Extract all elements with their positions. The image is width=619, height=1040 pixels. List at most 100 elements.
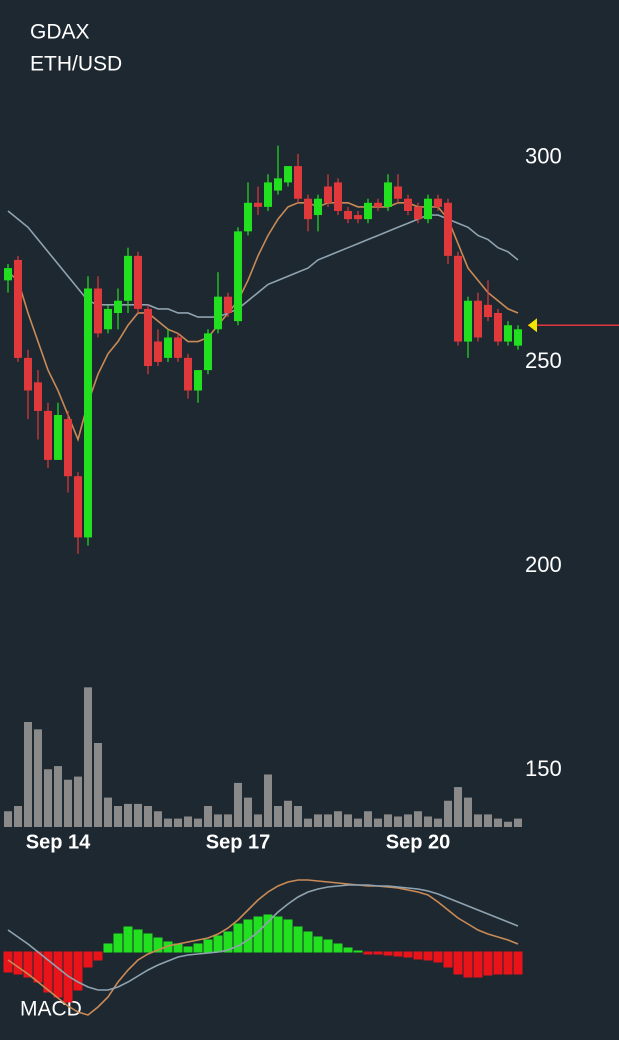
macd-bar <box>363 951 373 955</box>
volume-bar <box>244 797 252 827</box>
volume-bar <box>214 814 222 827</box>
candle-body <box>14 259 22 358</box>
macd-bar <box>423 951 433 961</box>
volume-bar <box>174 818 182 827</box>
macd-bar <box>83 951 93 968</box>
candle-body <box>74 476 82 538</box>
volume-bar <box>274 806 282 827</box>
volume-bar <box>44 769 52 827</box>
volume-bar <box>114 806 122 827</box>
candle-body <box>24 357 32 391</box>
y-tick-label: 200 <box>525 552 562 577</box>
volume-bar <box>364 811 372 827</box>
macd-bar <box>303 931 313 953</box>
exchange-label: GDAX <box>30 21 90 44</box>
macd-bar <box>63 951 73 1003</box>
macd-bar <box>153 937 163 953</box>
candle-body <box>364 202 372 220</box>
volume-bar <box>344 814 352 827</box>
macd-bar <box>343 947 353 953</box>
x-tick-label: Sep 20 <box>386 831 450 853</box>
candle-body <box>174 337 182 358</box>
volume-bar <box>374 818 382 827</box>
candle-body <box>244 202 252 232</box>
volume-bar <box>444 800 452 827</box>
candle-body <box>514 329 522 346</box>
candle-body <box>444 202 452 256</box>
candle-body <box>134 255 142 309</box>
macd-bar <box>353 950 363 953</box>
macd-bar <box>103 943 113 953</box>
pair-label: ETH/USD <box>30 53 122 76</box>
macd-bar <box>243 919 253 953</box>
candle-body <box>394 186 402 199</box>
candle-body <box>434 198 442 207</box>
volume-bar <box>404 814 412 827</box>
candle-body <box>4 268 12 281</box>
macd-bar <box>193 943 203 953</box>
macd-bar <box>93 951 103 961</box>
volume-bar <box>204 806 212 827</box>
macd-bar <box>473 951 483 978</box>
y-tick-label: 300 <box>525 144 562 169</box>
candle-body <box>64 419 72 477</box>
macd-bar <box>53 951 63 998</box>
x-tick-label: Sep 17 <box>206 831 270 853</box>
volume-bar <box>284 800 292 827</box>
macd-bar <box>493 951 503 975</box>
candle-body <box>464 300 472 342</box>
volume-bar <box>14 806 22 827</box>
y-tick-label: 150 <box>525 756 562 781</box>
volume-bar <box>134 803 142 827</box>
macd-bar <box>223 931 233 953</box>
volume-bar <box>354 818 362 827</box>
volume-bar <box>224 814 232 827</box>
candle-body <box>414 206 422 220</box>
macd-bar <box>143 933 153 953</box>
macd-bar <box>203 939 213 953</box>
candle-body <box>284 166 292 183</box>
volume-bar <box>184 816 192 827</box>
macd-bar <box>413 951 423 960</box>
volume-bar <box>414 811 422 827</box>
volume-bar <box>74 776 82 827</box>
macd-bar <box>213 935 223 953</box>
moving-average <box>7 210 519 318</box>
indicator-label: MACD <box>20 998 82 1021</box>
macd-bar <box>33 951 43 983</box>
moving-average <box>7 202 519 442</box>
macd-bar <box>263 914 273 953</box>
macd-bar <box>503 951 513 975</box>
macd-bar <box>43 951 53 993</box>
candle-body <box>484 304 492 318</box>
volume-bar <box>34 729 42 827</box>
volume-bar <box>234 782 242 827</box>
volume-bar <box>254 814 262 827</box>
candle-body <box>324 186 332 203</box>
macd-bar <box>333 943 343 953</box>
candle-body <box>354 215 362 220</box>
macd-line <box>7 879 519 1016</box>
candle-body <box>224 296 232 313</box>
candle-body <box>54 415 62 460</box>
candle-body <box>294 166 302 199</box>
volume-bar <box>264 774 272 827</box>
volume-bar <box>94 743 102 827</box>
candle-body <box>214 296 222 330</box>
macd-bar <box>233 923 243 953</box>
macd-bar <box>273 916 283 953</box>
candle-body <box>474 300 482 338</box>
macd-bar <box>123 926 133 953</box>
macd-bar <box>23 951 33 978</box>
volume-bar <box>434 818 442 827</box>
volume-bar <box>334 811 342 827</box>
candle-body <box>104 308 112 330</box>
volume-bar <box>24 722 32 827</box>
volume-bar <box>104 797 112 827</box>
macd-bar <box>323 939 333 953</box>
macd-bar <box>373 951 383 955</box>
volume-bar <box>84 687 92 827</box>
macd-bar <box>113 933 123 953</box>
candle-body <box>404 198 412 211</box>
